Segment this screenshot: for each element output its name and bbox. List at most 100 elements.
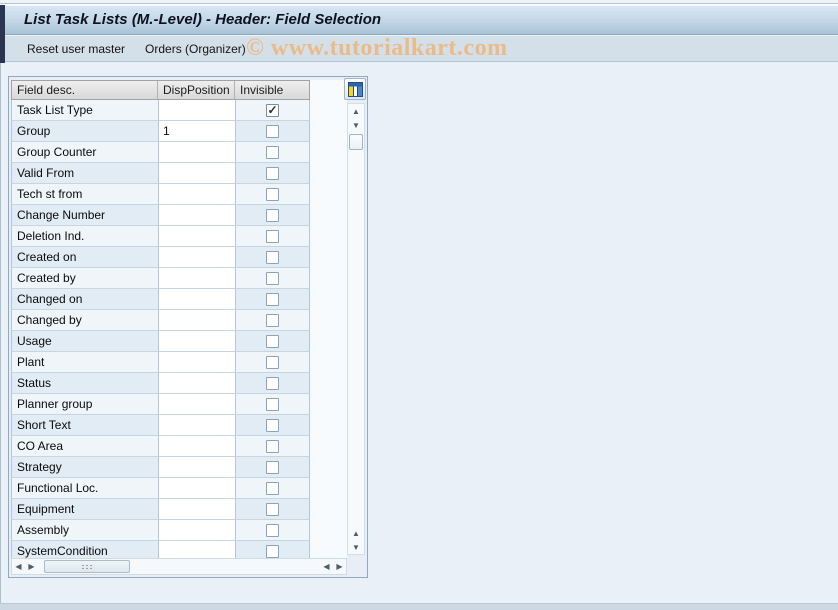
invisible-checkbox[interactable] [266,271,279,285]
disp-position-input[interactable] [159,520,236,541]
invisible-cell [236,352,310,373]
disp-position-input[interactable] [159,415,236,436]
scroll-left-button[interactable]: ◀ [12,560,25,573]
column-header-field-desc[interactable]: Field desc. [12,81,158,99]
disp-position-input[interactable] [159,394,236,415]
field-desc-cell[interactable]: Status [11,373,159,394]
invisible-cell [236,142,310,163]
field-desc-cell[interactable]: Change Number [11,205,159,226]
field-desc-cell[interactable]: Changed on [11,289,159,310]
field-desc-cell[interactable]: Tech st from [11,184,159,205]
down-arrow-icon: ▼ [352,542,360,552]
invisible-checkbox[interactable] [266,145,279,159]
window-bottom-edge [0,603,838,610]
right-arrow-icon: ▶ [336,562,343,571]
scroll-left-button-right[interactable]: ◀ [320,560,333,573]
table-row: Changed by [11,310,310,331]
horizontal-scrollbar[interactable]: ◀ ▶ ◀ ▶ [11,558,347,575]
disp-position-input[interactable] [159,499,236,520]
field-desc-cell[interactable]: Short Text [11,415,159,436]
invisible-checkbox[interactable] [266,544,279,558]
scroll-down-button-bottom[interactable]: ▼ [348,540,364,554]
disp-position-input[interactable] [159,100,236,121]
invisible-checkbox[interactable] [266,439,279,453]
invisible-checkbox[interactable] [266,166,279,180]
field-desc-cell[interactable]: Valid From [11,163,159,184]
disp-position-input[interactable] [159,247,236,268]
field-desc-cell[interactable]: Strategy [11,457,159,478]
disp-position-input[interactable]: 1 [159,121,236,142]
invisible-checkbox[interactable] [266,376,279,390]
table-settings-button[interactable] [344,78,366,100]
vertical-scrollbar[interactable]: ▲ ▼ ▲ ▼ [347,103,365,555]
vertical-scrollbar-thumb[interactable] [349,134,363,150]
reset-user-master-button[interactable]: Reset user master [27,41,126,56]
invisible-checkbox[interactable] [266,460,279,474]
column-header-invisible[interactable]: Invisible [235,81,309,99]
field-desc-cell[interactable]: SystemCondition [11,541,159,559]
disp-position-input[interactable] [159,436,236,457]
disp-position-input[interactable] [159,331,236,352]
field-desc-cell[interactable]: CO Area [11,436,159,457]
invisible-checkbox[interactable] [266,229,279,243]
invisible-checkbox[interactable] [266,355,279,369]
field-selection-table: Field desc. DispPosition Invisible Task … [8,76,368,578]
invisible-checkbox[interactable] [266,187,279,201]
scroll-right-button-right[interactable]: ▶ [333,560,346,573]
disp-position-input[interactable] [159,226,236,247]
scroll-up-button[interactable]: ▲ [348,104,364,118]
field-desc-cell[interactable]: Equipment [11,499,159,520]
disp-position-input[interactable] [159,478,236,499]
invisible-checkbox[interactable] [266,250,279,264]
up-arrow-icon: ▲ [352,528,360,538]
scroll-right-button[interactable]: ▶ [25,560,38,573]
invisible-cell [236,163,310,184]
invisible-cell [236,226,310,247]
table-empty-area [310,80,347,559]
disp-position-input[interactable] [159,268,236,289]
invisible-checkbox[interactable] [266,208,279,222]
disp-position-input[interactable] [159,373,236,394]
invisible-checkbox[interactable] [266,313,279,327]
disp-position-input[interactable] [159,352,236,373]
field-desc-cell[interactable]: Usage [11,331,159,352]
field-desc-cell[interactable]: Created by [11,268,159,289]
disp-position-input[interactable] [159,457,236,478]
disp-position-input[interactable] [159,541,236,559]
invisible-checkbox[interactable]: ✓ [266,102,279,117]
column-header-dispposition[interactable]: DispPosition [158,81,235,99]
table-row: Equipment [11,499,310,520]
orders-organizer-button[interactable]: Orders (Organizer) [145,41,246,56]
field-desc-cell[interactable]: Created on [11,247,159,268]
title-toolbar-divider [5,35,838,36]
field-desc-cell[interactable]: Group [11,121,159,142]
scroll-down-button[interactable]: ▼ [348,118,364,132]
field-desc-cell[interactable]: Planner group [11,394,159,415]
disp-position-input[interactable] [159,310,236,331]
field-desc-cell[interactable]: Group Counter [11,142,159,163]
invisible-checkbox[interactable] [266,502,279,516]
field-desc-cell[interactable]: Deletion Ind. [11,226,159,247]
disp-position-input[interactable] [159,142,236,163]
invisible-cell [236,289,310,310]
field-desc-cell[interactable]: Task List Type [11,100,159,121]
disp-position-input[interactable] [159,163,236,184]
invisible-checkbox[interactable] [266,334,279,348]
scroll-up-button-bottom[interactable]: ▲ [348,526,364,540]
horizontal-scrollbar-thumb[interactable] [44,560,130,573]
invisible-checkbox[interactable] [266,523,279,537]
invisible-checkbox[interactable] [266,124,279,138]
table-row: Change Number [11,205,310,226]
disp-position-input[interactable] [159,205,236,226]
field-desc-cell[interactable]: Changed by [11,310,159,331]
invisible-checkbox[interactable] [266,481,279,495]
disp-position-input[interactable] [159,184,236,205]
invisible-checkbox[interactable] [266,418,279,432]
field-desc-cell[interactable]: Plant [11,352,159,373]
field-desc-cell[interactable]: Assembly [11,520,159,541]
invisible-checkbox[interactable] [266,397,279,411]
table-row: Status [11,373,310,394]
invisible-checkbox[interactable] [266,292,279,306]
disp-position-input[interactable] [159,289,236,310]
field-desc-cell[interactable]: Functional Loc. [11,478,159,499]
